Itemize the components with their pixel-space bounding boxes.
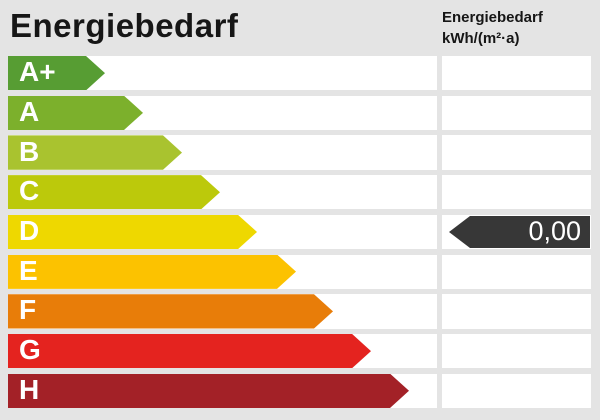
rating-row: B: [8, 135, 591, 170]
rating-band-label: H: [19, 373, 40, 405]
rating-band-arrow: D: [8, 215, 257, 249]
rating-row: A: [8, 95, 591, 131]
rating-row: F: [8, 294, 591, 329]
rating-band-label: B: [19, 135, 40, 167]
rating-band-cell: C: [8, 175, 437, 210]
rating-band-arrow: A+: [8, 56, 105, 90]
rating-band-arrow: H: [8, 374, 409, 408]
rating-band-cell: H: [8, 373, 437, 408]
rating-band-arrow: A: [8, 96, 143, 130]
rating-band-cell: B: [8, 135, 437, 170]
rating-row: G: [8, 333, 591, 369]
rating-row: H: [8, 373, 591, 408]
rating-band-label: G: [19, 334, 41, 366]
rating-band-label: A+: [19, 56, 56, 88]
rating-row: D 0,00: [8, 214, 591, 250]
rating-row: E: [8, 254, 591, 289]
rating-band-arrow: C: [8, 175, 220, 209]
rating-band-label: A: [19, 95, 40, 127]
value-cell: [442, 95, 591, 131]
rating-band-label: E: [19, 254, 38, 286]
rating-band-cell: G: [8, 333, 437, 369]
value-cell: [442, 373, 591, 408]
rating-band-cell: A+: [8, 56, 437, 91]
rating-band-label: F: [19, 294, 37, 326]
value-cell: [442, 175, 591, 210]
rating-scale: A+ A B C D: [8, 56, 591, 408]
rating-band-cell: F: [8, 294, 437, 329]
rating-band-label: D: [19, 214, 40, 246]
value-cell: [442, 294, 591, 329]
page-title: Energiebedarf: [10, 7, 239, 44]
value-cell: 0,00: [442, 214, 591, 250]
rating-band-label: C: [19, 175, 40, 207]
value-column-header-line1: Energiebedarf: [442, 9, 543, 26]
value-marker-arrow: 0,00: [449, 215, 590, 248]
rating-band-arrow: B: [8, 135, 182, 169]
value-cell: [442, 56, 591, 91]
rating-band-cell: E: [8, 254, 437, 289]
value-marker-text: 0,00: [528, 216, 581, 247]
rating-band-arrow: E: [8, 255, 296, 289]
value-cell: [442, 254, 591, 289]
value-cell: [442, 135, 591, 170]
rating-band-arrow: F: [8, 294, 333, 328]
rating-row: A+: [8, 56, 591, 91]
value-column-header-line2: kWh/(m²·a): [442, 30, 520, 47]
value-column-header: Energiebedarf kWh/(m²·a): [442, 7, 543, 49]
rating-band-cell: A: [8, 95, 437, 131]
rating-band-cell: D: [8, 214, 437, 250]
rating-band-arrow: G: [8, 334, 371, 368]
value-cell: [442, 333, 591, 369]
rating-row: C: [8, 175, 591, 210]
